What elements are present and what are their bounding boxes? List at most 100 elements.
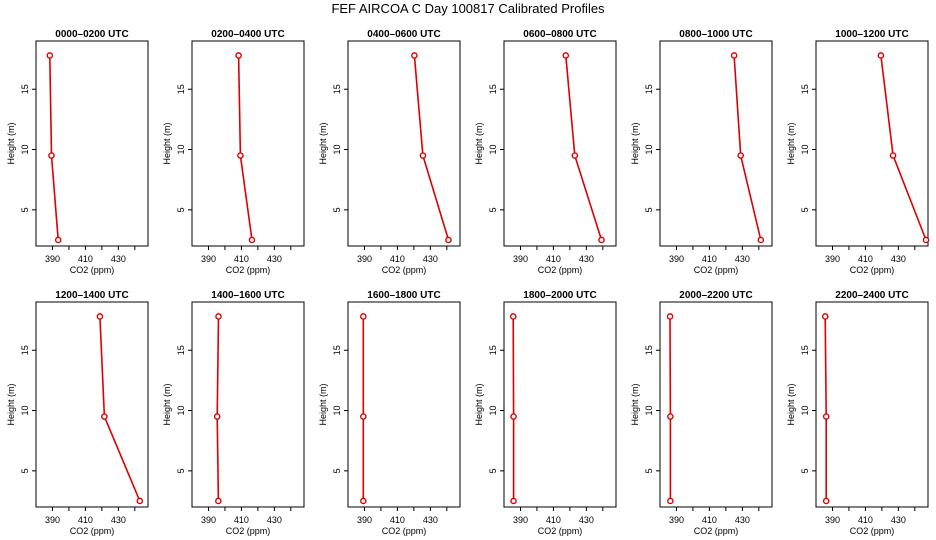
y-tick-label: 15	[332, 345, 342, 355]
plot-frame	[191, 301, 305, 508]
x-tick-label: 410	[234, 515, 249, 525]
y-tick-label: 5	[800, 207, 810, 212]
y-axis-label: Height (m)	[630, 122, 640, 164]
y-axis: 5 10 15 Height (m)	[6, 84, 36, 212]
co2-profile-line	[216, 316, 220, 502]
y-axis: 5 10 15 Height (m)	[162, 345, 192, 473]
y-tick-label: 5	[488, 468, 498, 473]
data-point	[411, 52, 418, 59]
co2-profile-line	[413, 55, 450, 241]
panel-title: 1800–2000 UTC	[523, 290, 596, 301]
y-axis: 5 10 15 Height (m)	[630, 345, 660, 473]
y-tick-label: 15	[332, 84, 342, 94]
x-tick-label: 410	[546, 515, 561, 525]
plot-frame	[35, 301, 149, 508]
x-axis-label: CO2 (ppm)	[850, 526, 895, 536]
y-axis-label: Height (m)	[162, 122, 172, 164]
panel-title: 1400–1600 UTC	[211, 290, 284, 301]
data-point	[562, 52, 570, 59]
x-tick-label: 390	[357, 515, 372, 525]
y-axis: 5 10 15 Height (m)	[318, 84, 348, 212]
x-tick-label: 390	[513, 515, 528, 525]
y-axis-label: Height (m)	[474, 383, 484, 425]
data-point	[213, 413, 221, 420]
y-tick-label: 10	[800, 145, 810, 155]
co2-profile-line	[880, 55, 927, 241]
x-tick-label: 430	[891, 515, 906, 525]
y-axis-label: Height (m)	[6, 383, 16, 425]
x-tick-label: 390	[45, 515, 60, 525]
y-tick-label: 15	[20, 345, 30, 355]
x-tick-label: 430	[423, 515, 438, 525]
data-point	[248, 236, 256, 244]
y-tick-label: 10	[488, 145, 498, 155]
y-tick-label: 10	[176, 406, 186, 416]
x-tick-label: 390	[357, 254, 372, 264]
plot-frame	[191, 40, 305, 247]
y-tick-label: 10	[20, 406, 30, 416]
x-tick-label: 430	[267, 254, 282, 264]
data-point	[46, 52, 54, 59]
y-axis: 5 10 15 Height (m)	[6, 345, 36, 473]
y-axis: 5 10 15 Height (m)	[474, 345, 504, 473]
data-point	[101, 413, 108, 420]
y-axis-label: Height (m)	[6, 122, 16, 164]
data-point	[571, 152, 579, 159]
data-point	[757, 236, 765, 244]
data-point	[667, 413, 674, 420]
data-point	[360, 313, 367, 320]
y-tick-label: 15	[488, 345, 498, 355]
y-axis: 5 10 15 Height (m)	[162, 84, 192, 212]
y-tick-label: 5	[644, 207, 654, 212]
y-tick-label: 15	[644, 345, 654, 355]
x-tick-label: 410	[390, 515, 405, 525]
x-axis-label: CO2 (ppm)	[382, 265, 427, 275]
y-tick-label: 5	[332, 468, 342, 473]
panel-title: 1600–1800 UTC	[367, 290, 440, 301]
data-point	[889, 152, 897, 159]
x-axis-label: CO2 (ppm)	[538, 526, 583, 536]
data-point	[510, 413, 517, 420]
x-axis-label: CO2 (ppm)	[70, 265, 115, 275]
data-point	[215, 313, 222, 320]
x-axis-label: CO2 (ppm)	[694, 265, 739, 275]
data-point	[360, 497, 367, 505]
x-axis-label: CO2 (ppm)	[70, 526, 115, 536]
co2-profile-line	[49, 55, 59, 241]
x-tick-label: 390	[825, 254, 840, 264]
y-axis: 5 10 15 Height (m)	[474, 84, 504, 212]
x-axis-label: CO2 (ppm)	[382, 526, 427, 536]
panel-title: 0400–0600 UTC	[367, 29, 440, 40]
y-tick-label: 15	[800, 84, 810, 94]
data-point	[822, 413, 830, 420]
y-tick-label: 10	[488, 406, 498, 416]
x-tick-label: 390	[669, 515, 684, 525]
y-axis: 5 10 15 Height (m)	[630, 84, 660, 212]
y-tick-label: 10	[644, 406, 654, 416]
plot-frame	[659, 301, 773, 508]
figure-title: FEF AIRCOA C Day 100817 Calibrated Profi…	[331, 1, 605, 16]
y-axis-label: Height (m)	[786, 383, 796, 425]
plot-frame	[815, 301, 929, 508]
panel-title: 2000–2200 UTC	[679, 290, 752, 301]
x-tick-label: 410	[858, 254, 873, 264]
y-axis-label: Height (m)	[318, 122, 328, 164]
data-point	[445, 236, 452, 244]
data-point	[235, 52, 242, 59]
y-axis: 5 10 15 Height (m)	[786, 345, 816, 473]
